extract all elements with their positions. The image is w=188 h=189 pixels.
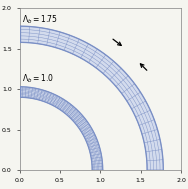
Polygon shape [20,26,163,170]
Text: $\Lambda_b=1.75$: $\Lambda_b=1.75$ [22,14,58,26]
Text: $\Lambda_b=1.0$: $\Lambda_b=1.0$ [22,72,54,85]
Polygon shape [20,87,103,170]
